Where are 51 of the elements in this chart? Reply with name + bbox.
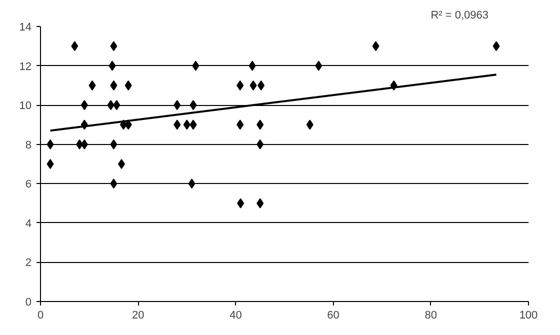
point [88, 80, 96, 90]
point [188, 178, 196, 189]
y-tick-label: 2 [25, 257, 32, 270]
x-tick-label: 100 [519, 310, 538, 322]
point [174, 120, 181, 130]
point [236, 80, 244, 90]
y-tick-label: 10 [19, 100, 32, 112]
point [256, 198, 264, 208]
point [80, 139, 88, 150]
point [237, 198, 244, 208]
point [248, 60, 256, 71]
point [118, 159, 126, 169]
x-tick-label: 0 [37, 310, 44, 322]
point [80, 100, 88, 110]
point [110, 178, 118, 189]
point [110, 139, 118, 150]
point [113, 100, 120, 110]
point [372, 41, 380, 52]
y-tick-label: 14 [19, 22, 32, 34]
point [492, 41, 500, 52]
point [46, 139, 54, 150]
x-tick-label: 40 [230, 310, 242, 322]
point [192, 60, 200, 71]
point [107, 100, 114, 110]
y-tick-label: 0 [25, 296, 32, 308]
text: R² = 0,0963 [430, 10, 489, 22]
x-tick-label: 60 [327, 310, 340, 322]
x-tick-label: 80 [424, 310, 438, 322]
point [110, 41, 118, 52]
x-tick-label: 20 [132, 310, 144, 322]
point [306, 120, 314, 130]
point [46, 159, 54, 169]
point [183, 120, 190, 130]
y-tick-label: 4 [25, 218, 32, 230]
point [76, 139, 84, 150]
point [174, 100, 181, 110]
point [250, 80, 257, 90]
point [108, 60, 116, 71]
point [256, 139, 264, 150]
point [190, 120, 197, 130]
y-tick-label: 6 [25, 178, 32, 191]
point [124, 80, 132, 90]
y-tick-label: 8 [25, 139, 32, 152]
point [71, 41, 78, 52]
point [258, 80, 265, 90]
point [256, 120, 264, 130]
point [315, 60, 322, 71]
point [190, 100, 197, 110]
point [236, 120, 244, 130]
y-tick-label: 12 [19, 60, 32, 73]
point [110, 80, 118, 90]
